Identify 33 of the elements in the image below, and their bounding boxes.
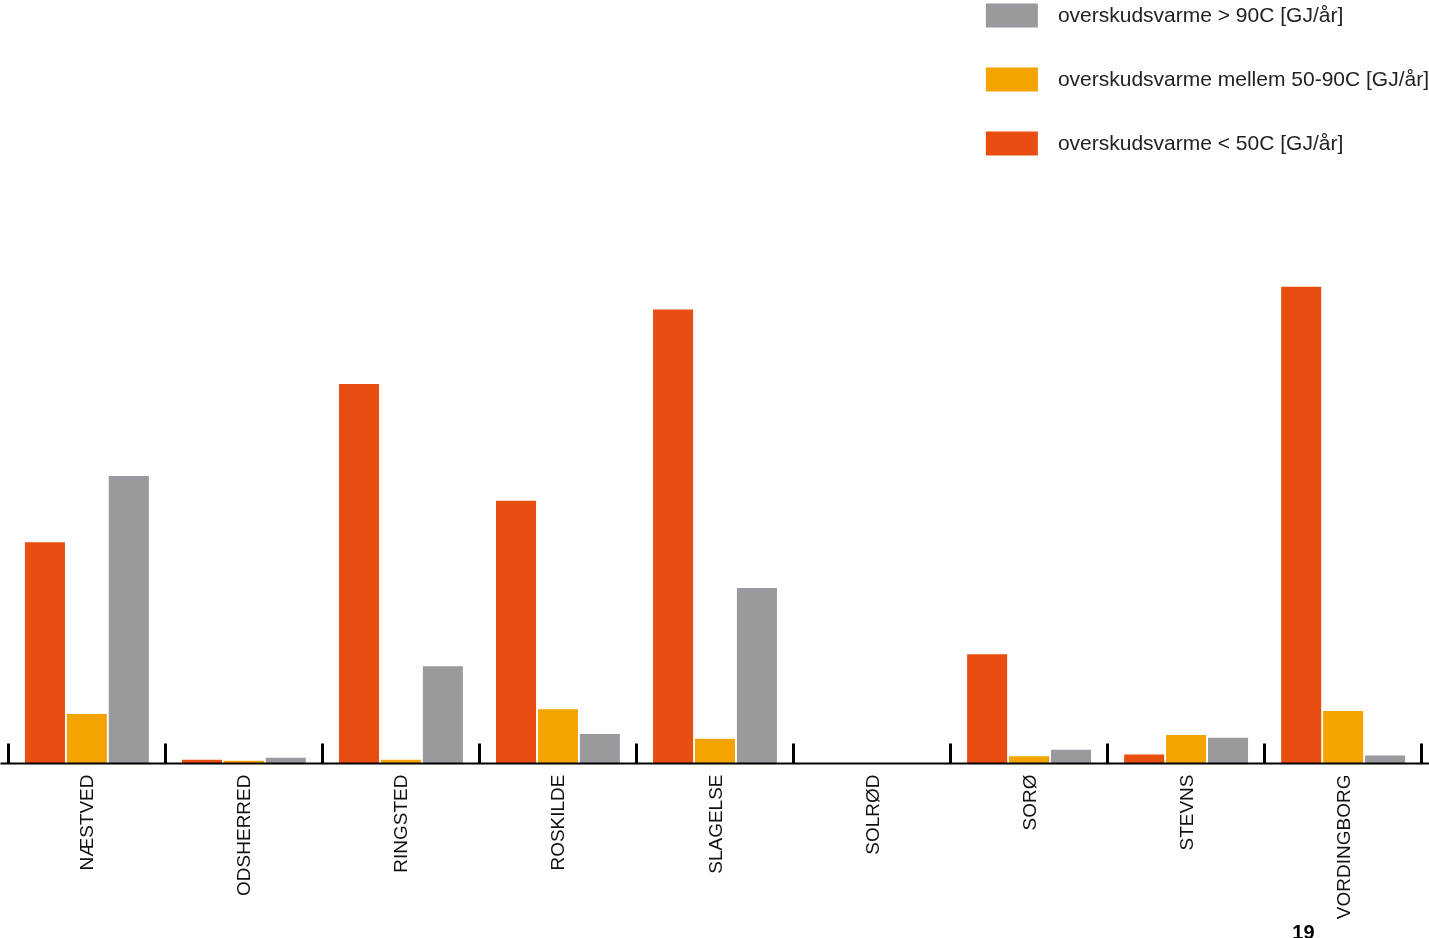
legend-label: overskudsvarme > 90C [GJ/år] [1057, 3, 1344, 27]
bar [66, 713, 107, 764]
bar [338, 383, 380, 764]
bar [1365, 755, 1406, 764]
legend-label: overskudsvarme mellem 50-90C [GJ/år] [1057, 67, 1429, 91]
bar [736, 588, 777, 764]
x-tick-label: NÆSTVED [76, 774, 98, 871]
bar [108, 475, 149, 764]
text: 19 [1292, 920, 1315, 938]
x-tick-label: SOLRØD [861, 774, 883, 855]
bar [496, 500, 537, 764]
bar [653, 309, 694, 764]
legend-label: overskudsvarme < 50C [GJ/år] [1057, 131, 1344, 155]
x-tick-label: SLAGELSE [704, 774, 726, 874]
bar [24, 542, 65, 764]
bar [1323, 711, 1364, 764]
bar [967, 654, 1008, 764]
bar [1050, 749, 1092, 764]
bar [537, 709, 578, 764]
bar [1281, 286, 1322, 764]
bar [1009, 756, 1050, 764]
bar [1166, 734, 1207, 764]
x-tick-label: SORØ [1018, 774, 1040, 831]
bar [422, 666, 463, 764]
x-tick-label: RINGSTED [390, 774, 412, 873]
bar [694, 738, 736, 764]
x-tick-label: VORDINGBORG [1332, 774, 1354, 920]
x-tick-label: STEVNS [1175, 774, 1197, 851]
bar [579, 733, 620, 764]
x-tick-label: ROSKILDE [547, 774, 569, 871]
bar [1124, 754, 1165, 764]
x-tick-label: ODSHERRED [233, 774, 255, 896]
bar [1208, 737, 1249, 764]
